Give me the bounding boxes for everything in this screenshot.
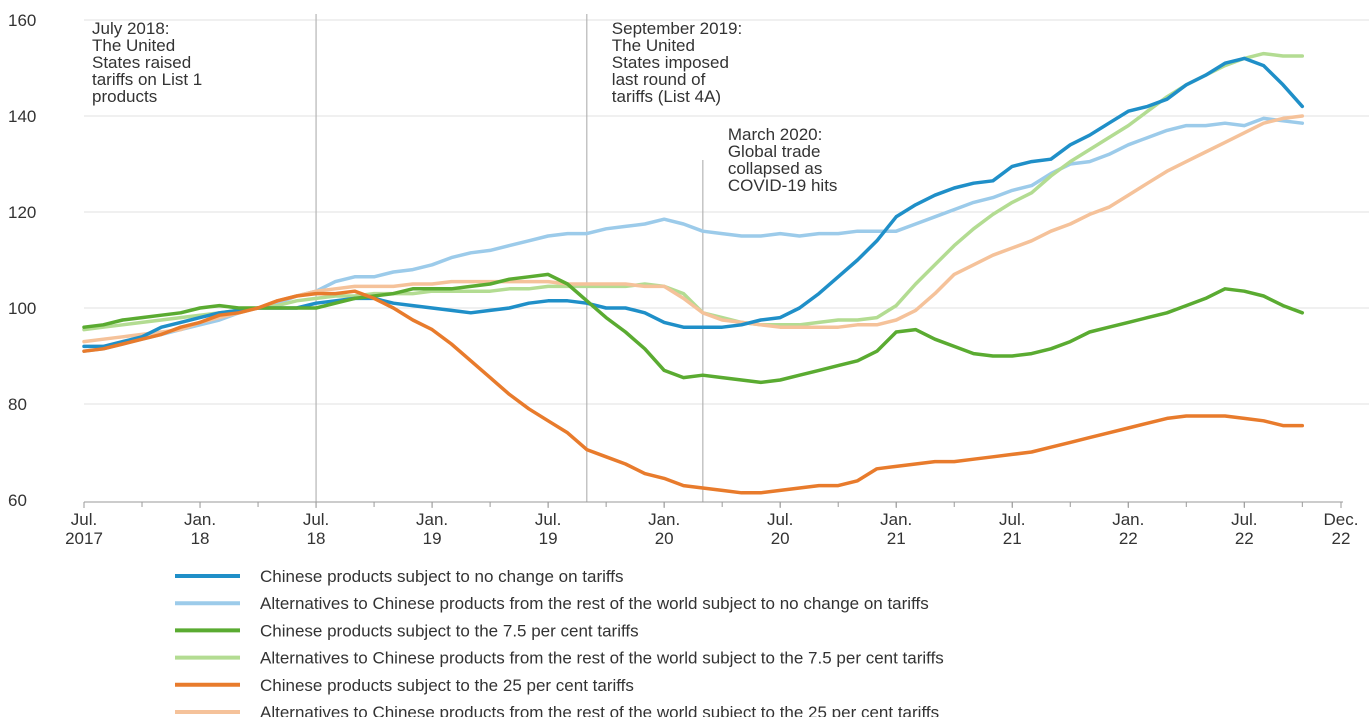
x-tick-label-year: 22 bbox=[1332, 529, 1351, 548]
series-line bbox=[82, 51, 1305, 332]
legend-label: Chinese products subject to the 7.5 per … bbox=[260, 621, 639, 640]
legend-label: Chinese products subject to no change on… bbox=[260, 567, 624, 586]
x-tick-label-year: 18 bbox=[191, 529, 210, 548]
legend-label: Alternatives to Chinese products from th… bbox=[260, 703, 939, 717]
x-tick-label-year: 20 bbox=[771, 529, 790, 548]
annotation-text: Global trade bbox=[728, 142, 821, 161]
x-tick-label-year: 22 bbox=[1235, 529, 1254, 548]
annotation-text: July 2018: bbox=[92, 19, 170, 38]
x-tick-label-year: 19 bbox=[423, 529, 442, 548]
annotation-text: products bbox=[92, 87, 157, 106]
y-tick-label: 60 bbox=[8, 491, 27, 510]
x-axis: Jul.2017Jan.18Jul.18Jan.19Jul.19Jan.20Ju… bbox=[65, 501, 1359, 548]
x-tick-label: Jul. bbox=[1231, 510, 1257, 529]
annotation-text: COVID-19 hits bbox=[728, 176, 838, 195]
x-tick-label: Jan. bbox=[880, 510, 912, 529]
annotation-text: The United bbox=[92, 36, 175, 55]
y-tick-label: 140 bbox=[8, 107, 36, 126]
series-line bbox=[82, 116, 1305, 353]
annotation-lines bbox=[315, 14, 704, 502]
series-line bbox=[82, 289, 1305, 495]
gridlines bbox=[84, 19, 1369, 405]
x-tick-label-year: 22 bbox=[1119, 529, 1138, 548]
legend-label: Chinese products subject to the 25 per c… bbox=[260, 676, 634, 695]
x-tick-label-year: 21 bbox=[1003, 529, 1022, 548]
x-tick-label: Jul. bbox=[767, 510, 793, 529]
x-tick-label: Jan. bbox=[416, 510, 448, 529]
y-tick-label: 100 bbox=[8, 299, 36, 318]
legend-label: Alternatives to Chinese products from th… bbox=[260, 594, 929, 613]
x-tick-label: Dec. bbox=[1324, 510, 1359, 529]
x-tick-label-year: 19 bbox=[539, 529, 558, 548]
annotation-text: tariffs (List 4A) bbox=[612, 87, 721, 106]
annotation-text: last round of bbox=[612, 70, 706, 89]
annotation-text: tariffs on List 1 bbox=[92, 70, 202, 89]
x-tick-label: Jan. bbox=[184, 510, 216, 529]
x-tick-label-year: 20 bbox=[655, 529, 674, 548]
x-tick-label-year: 21 bbox=[887, 529, 906, 548]
x-tick-label-year: 18 bbox=[307, 529, 326, 548]
annotation-text: States imposed bbox=[612, 53, 729, 72]
annotation-text: September 2019: bbox=[612, 19, 742, 38]
y-tick-label: 80 bbox=[8, 395, 27, 414]
series-lines bbox=[82, 51, 1305, 495]
x-tick-label: Jul. bbox=[999, 510, 1025, 529]
annotation-text: collapsed as bbox=[728, 159, 823, 178]
x-tick-label: Jul. bbox=[303, 510, 329, 529]
legend-label: Alternatives to Chinese products from th… bbox=[260, 649, 944, 668]
x-tick-label-year: 2017 bbox=[65, 529, 103, 548]
x-tick-label: Jan. bbox=[1112, 510, 1144, 529]
legend: Chinese products subject to no change on… bbox=[175, 567, 944, 722]
annotation-text: States raised bbox=[92, 53, 191, 72]
x-tick-label: Jul. bbox=[535, 510, 561, 529]
x-tick-label: Jan. bbox=[648, 510, 680, 529]
y-tick-label: 160 bbox=[8, 11, 36, 30]
annotation-text: The United bbox=[612, 36, 695, 55]
annotation-text: March 2020: bbox=[728, 125, 823, 144]
y-axis: 60 80 100 120 140 160 bbox=[8, 11, 36, 510]
y-tick-label: 120 bbox=[8, 203, 36, 222]
x-tick-label: Jul. bbox=[71, 510, 97, 529]
series-line bbox=[82, 272, 1305, 385]
